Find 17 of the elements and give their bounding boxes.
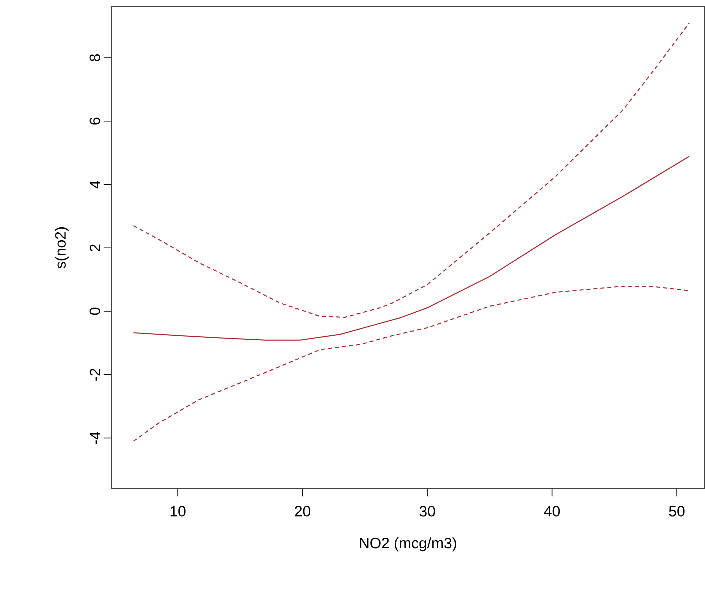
y-tick-label: 6 bbox=[90, 118, 100, 125]
line-series bbox=[133, 156, 690, 342]
y-tick-label: 2 bbox=[90, 244, 100, 252]
y-tick-label: 8 bbox=[90, 54, 100, 62]
line-series bbox=[133, 286, 690, 442]
x-axis-title: NO2 (mcg/m3) bbox=[360, 538, 456, 552]
x-tick-label: 30 bbox=[420, 506, 436, 517]
x-tick-label: 50 bbox=[669, 506, 685, 517]
y-tick-label: -4 bbox=[90, 432, 100, 444]
y-axis-title: s(no2) bbox=[54, 228, 69, 269]
y-tick-label: -2 bbox=[90, 369, 100, 382]
y-tick-label: 4 bbox=[90, 181, 100, 189]
line-series bbox=[133, 22, 690, 318]
x-tick-label: 10 bbox=[170, 506, 186, 517]
x-tick-label: 20 bbox=[295, 506, 311, 517]
y-tick-label: 0 bbox=[90, 308, 100, 316]
x-tick-label: 40 bbox=[544, 506, 560, 517]
